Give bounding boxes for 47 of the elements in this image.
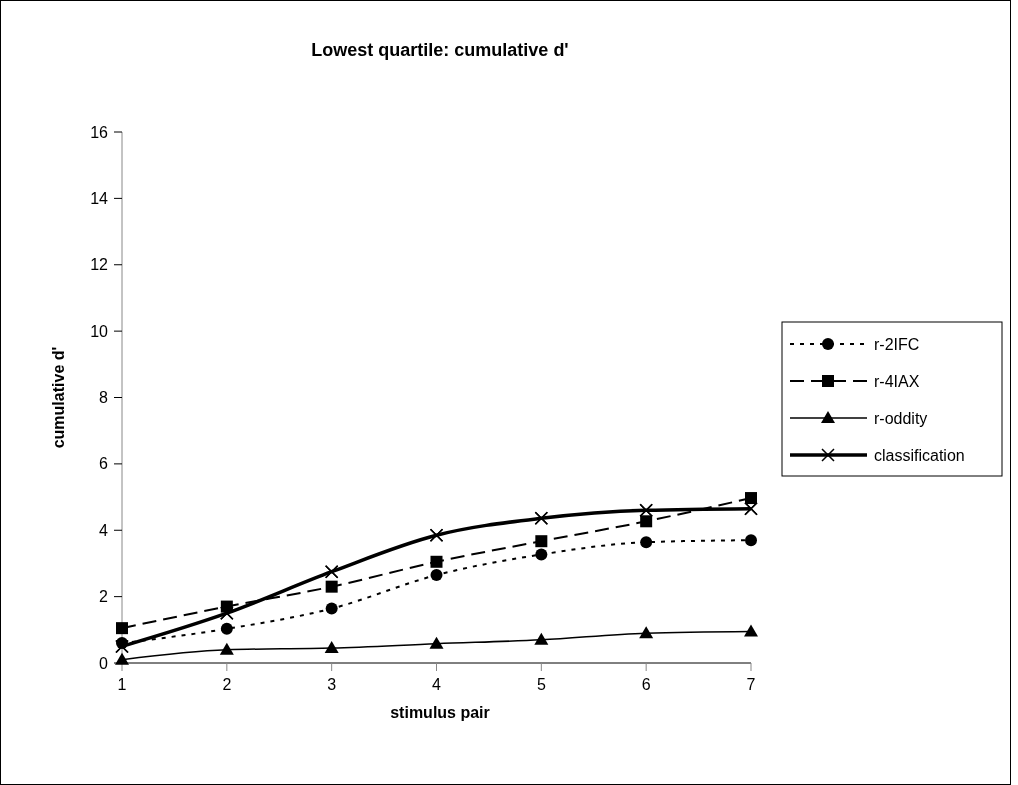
legend-label: r-2IFC — [874, 335, 920, 353]
point — [640, 536, 653, 549]
y-tick-label: 14 — [90, 189, 109, 207]
point — [640, 515, 653, 528]
point — [534, 511, 549, 526]
point — [744, 501, 758, 516]
point — [639, 626, 654, 639]
x-tick-label: 5 — [536, 676, 546, 693]
point — [325, 602, 338, 615]
y-tick-label: 10 — [90, 322, 109, 340]
point — [534, 632, 549, 645]
y-tick-label: 16 — [90, 123, 109, 141]
point — [535, 548, 548, 561]
point — [324, 564, 339, 579]
x-tick-label: 1 — [117, 676, 127, 693]
point — [325, 580, 338, 593]
x-tick-label: 4 — [432, 676, 442, 693]
point — [745, 492, 757, 505]
point — [744, 624, 758, 637]
point — [429, 528, 444, 542]
y-tick-label: 4 — [99, 521, 109, 539]
point — [639, 503, 653, 518]
x-tick-label: 7 — [746, 676, 756, 693]
point — [219, 642, 234, 655]
y-tick-label: 0 — [99, 654, 109, 672]
y-tick-label: 2 — [99, 588, 109, 606]
point — [115, 639, 129, 654]
chart-title: Lowest quartile: cumulative d' — [311, 40, 569, 60]
point — [430, 569, 443, 582]
x-tick-label: 6 — [641, 676, 651, 693]
legend-label: r-4IAX — [874, 372, 920, 390]
point — [116, 622, 128, 635]
legend-label: classification — [874, 446, 965, 464]
y-tick-label: 12 — [90, 256, 109, 274]
x-tick-label: 2 — [222, 676, 232, 693]
legend-label: r-oddity — [874, 409, 928, 427]
point — [429, 636, 444, 649]
x-tick-label: 3 — [327, 676, 337, 693]
point — [535, 535, 548, 548]
y-tick-label: 6 — [99, 455, 109, 473]
point — [324, 641, 339, 654]
y-tick-label: 8 — [99, 389, 109, 407]
point — [745, 534, 757, 547]
point — [430, 555, 443, 568]
point — [220, 622, 233, 635]
y-axis-title: cumulative d' — [50, 346, 67, 449]
x-axis-title: stimulus pair — [390, 704, 490, 721]
